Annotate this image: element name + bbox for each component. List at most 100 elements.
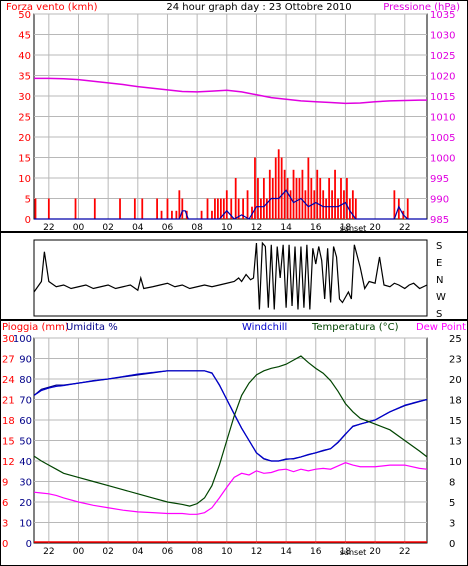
wind-bar xyxy=(119,198,121,219)
wind-bar xyxy=(141,198,144,219)
wind-bar xyxy=(254,157,256,219)
top-hour-tick-label: 22 xyxy=(43,223,54,232)
rain-axis-title: Pioggia (mm) xyxy=(2,322,69,333)
wind-bar xyxy=(397,198,400,219)
top-hour-tick-label: 16 xyxy=(310,223,322,232)
top-hour-tick-label: 04 xyxy=(132,223,144,232)
wind-axis-title: Forza vento (kmh) xyxy=(6,2,98,13)
wind-bar xyxy=(322,190,325,219)
top-sunset-label: sunset xyxy=(340,224,367,232)
pressure-line xyxy=(34,77,427,105)
pressure-tick-label: 1035 xyxy=(430,10,455,21)
temperature-humidity-chart: Pioggia (mm) Umidita % Windchill Tempera… xyxy=(0,320,468,566)
wind-tick-label: 25 xyxy=(18,113,31,124)
bottom-hour-tick-label: 08 xyxy=(191,547,203,557)
mid-plot-area xyxy=(33,239,428,317)
wind-bar xyxy=(289,190,292,219)
humidity-tick-label: 40 xyxy=(19,457,32,468)
wind-bar xyxy=(230,198,233,219)
temperature-tick-label: 8 xyxy=(449,478,455,489)
temperature-tick-label: 5 xyxy=(449,498,455,509)
top-hour-tick-label: 20 xyxy=(369,223,381,232)
wind-bar xyxy=(166,198,169,219)
rain-tick-label: 15 xyxy=(2,437,15,448)
top-grid xyxy=(34,13,427,219)
top-hour-tick-label: 14 xyxy=(280,223,292,232)
wind-bar xyxy=(265,198,268,219)
wind-bar xyxy=(310,178,313,219)
wind-bar xyxy=(234,178,237,219)
wind-bar xyxy=(406,198,409,219)
direction-line xyxy=(33,241,428,310)
humidity-tick-label: 60 xyxy=(19,416,32,427)
wind-bar xyxy=(246,190,249,219)
wind-tick-label: 0 xyxy=(25,215,31,226)
humidity-tick-label: 30 xyxy=(19,478,32,489)
wind-bar xyxy=(334,169,336,219)
top-hour-tick-label: 10 xyxy=(221,223,233,232)
bottom-hour-tick-label: 12 xyxy=(251,547,262,557)
humidity-tick-label: 20 xyxy=(19,498,32,509)
temperature-line xyxy=(33,355,428,507)
wind-bar xyxy=(206,198,209,219)
wind-bar xyxy=(313,190,316,219)
wind-bar xyxy=(277,149,280,219)
pressure-tick-label: 1000 xyxy=(430,154,455,165)
bottom-axis-ticks: 0102030405060708090100036912151821242730… xyxy=(2,334,462,557)
wind-bar xyxy=(351,190,354,219)
top-hour-tick-label: 08 xyxy=(191,223,203,232)
wind-bar xyxy=(219,198,222,219)
wind-tick-label: 50 xyxy=(18,10,31,21)
wind-bar xyxy=(346,178,348,219)
wind-bar xyxy=(304,190,307,219)
bottom-hour-tick-label: 00 xyxy=(73,547,85,557)
wind-bar xyxy=(295,178,298,219)
wind-bar xyxy=(133,198,136,219)
wind-bar xyxy=(292,169,295,219)
wind-bar xyxy=(393,190,396,219)
wind-bar xyxy=(74,198,77,219)
wind-tick-label: 20 xyxy=(18,133,31,144)
bottom-hour-tick-label: 10 xyxy=(221,547,233,557)
temperature-tick-label: 10 xyxy=(449,457,462,468)
wind-bar xyxy=(283,169,286,219)
rain-tick-label: 24 xyxy=(2,375,15,386)
direction-series xyxy=(33,241,428,310)
bottom-hour-tick-label: 06 xyxy=(162,547,174,557)
wind-bar xyxy=(340,178,342,219)
gust-line xyxy=(34,189,427,220)
wind-bar xyxy=(268,169,271,219)
wind-bar xyxy=(280,157,283,219)
wind-bar xyxy=(331,190,333,219)
wind-bar xyxy=(298,178,301,219)
pressure-tick-label: 995 xyxy=(430,174,449,185)
pressure-tick-label: 1030 xyxy=(430,31,455,42)
bottom-hour-tick-label: 02 xyxy=(102,547,113,557)
windchill-legend: Windchill xyxy=(242,322,287,333)
windchill-line xyxy=(33,370,428,462)
wind-bar xyxy=(260,198,262,219)
temperature-tick-label: 23 xyxy=(449,355,462,366)
humidity-axis-title: Umidita % xyxy=(66,322,118,333)
wind-bar xyxy=(93,198,96,219)
wind-bar xyxy=(47,198,50,219)
wind-bar xyxy=(34,198,37,219)
wind-bar xyxy=(251,206,253,219)
humidity-tick-label: 80 xyxy=(19,375,32,386)
wind-bar xyxy=(328,178,331,219)
top-hour-tick-label: 00 xyxy=(73,223,85,232)
wind-bar xyxy=(337,198,339,219)
temperature-tick-label: 3 xyxy=(449,519,455,530)
bottom-hour-tick-label: 16 xyxy=(310,547,322,557)
rain-tick-label: 27 xyxy=(2,355,15,366)
rain-tick-label: 30 xyxy=(2,334,15,345)
top-axis-ticks: 0510152025303540455098599099510001005101… xyxy=(18,10,455,232)
wind-bar xyxy=(181,198,184,219)
wind-bar xyxy=(178,190,181,219)
bottom-hour-tick-label: 14 xyxy=(280,547,292,557)
wind-bar xyxy=(286,178,289,219)
rain-tick-label: 0 xyxy=(2,539,8,550)
temperature-tick-label: 0 xyxy=(449,539,455,550)
